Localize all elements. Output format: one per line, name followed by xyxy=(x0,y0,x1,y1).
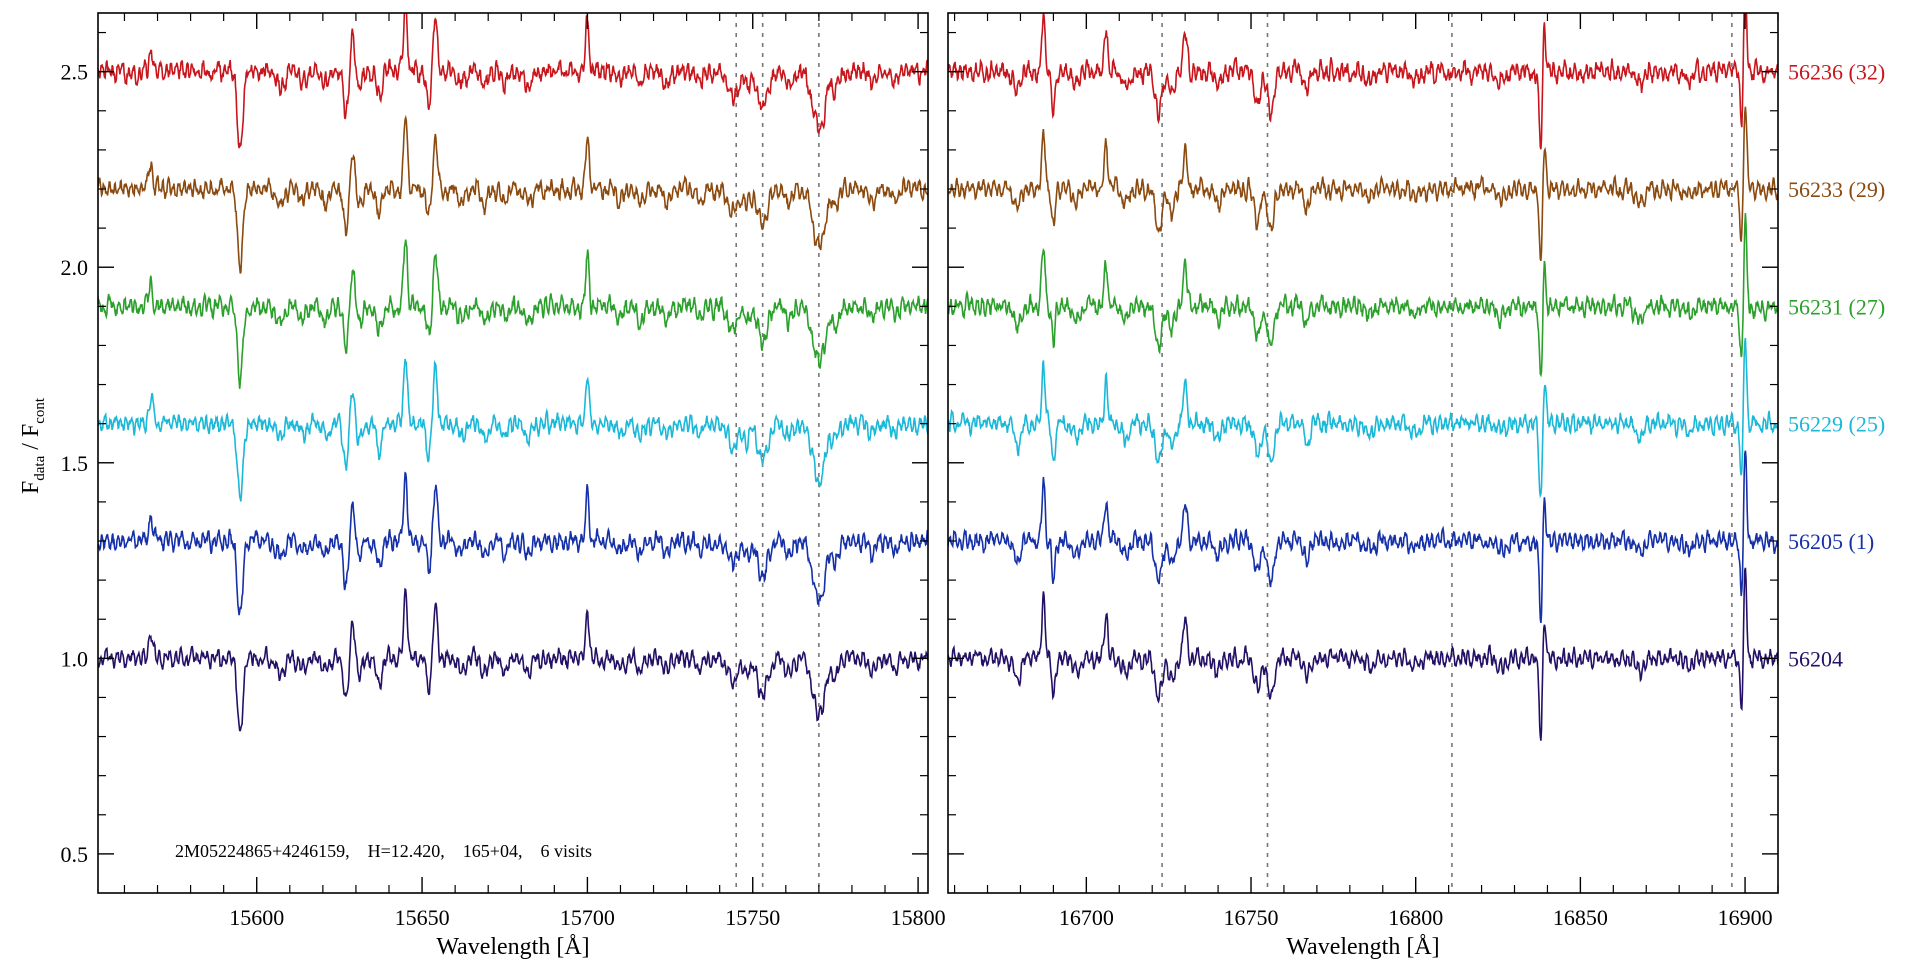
panel-2-x-axis-label: Wavelength [Å] xyxy=(1286,934,1439,960)
panel-1-x-tick-label-4: 15750 xyxy=(725,905,780,930)
panel-2-x-tick-label-4: 16850 xyxy=(1553,905,1608,930)
series-label-56204: 56204 xyxy=(1788,646,1843,671)
y-axis-label: Fdata / Fcont xyxy=(18,397,48,494)
plot-area: 15600 15650 15700 15750 15800 0.5 1.0 1.5 2.0 2.5… xyxy=(61,12,1885,960)
y-tick-label-3: 1.5 xyxy=(61,451,89,476)
y-axis-label-sep: / F xyxy=(18,424,44,456)
spectrum-56233-panel-1 xyxy=(98,114,928,274)
panel-1-series xyxy=(98,13,928,893)
object-annotation: 2M05224865+4246159, H=12.420, 165+04, 6 … xyxy=(175,841,592,861)
y-tick-label-2: 1.0 xyxy=(61,646,89,671)
panel-1-x-axis-label: Wavelength [Å] xyxy=(436,934,589,960)
panel-1-frame xyxy=(97,12,929,894)
panel-1-x-tick-label-5: 15800 xyxy=(891,905,946,930)
panel-2-x-tick-label-2: 16750 xyxy=(1224,905,1279,930)
spectrum-56204-panel-2 xyxy=(948,567,1778,741)
y-tick-label-4: 2.0 xyxy=(61,255,89,280)
spectrum-56229-panel-2 xyxy=(948,337,1778,499)
series-label-56231: 56231 (27) xyxy=(1788,294,1885,319)
series-label-56233: 56233 (29) xyxy=(1788,177,1885,202)
y-axis-label-main: F xyxy=(18,481,44,494)
spectrum-56204-panel-1 xyxy=(98,587,928,732)
panel-2-series xyxy=(948,13,1778,893)
spectrum-56205-panel-2 xyxy=(948,450,1778,624)
panel-1-x-tick-label-2: 15650 xyxy=(395,905,450,930)
panel-2-x-tick-label-1: 16700 xyxy=(1059,905,1114,930)
y-axis-label-sub2: cont xyxy=(32,397,48,424)
series-label-56229: 56229 (25) xyxy=(1788,412,1885,437)
spectrum-56233-panel-2 xyxy=(948,106,1778,262)
spectrum-56229-panel-1 xyxy=(98,358,928,502)
panel-2-x-tick-label-5: 16900 xyxy=(1718,905,1773,930)
panel-1-x-tick-label-1: 15600 xyxy=(229,905,284,930)
panel-2-frame xyxy=(947,12,1779,894)
spectrum-56231-panel-1 xyxy=(98,239,928,389)
series-label-56236: 56236 (32) xyxy=(1788,60,1885,85)
y-tick-label-5: 2.5 xyxy=(61,60,89,85)
panel-1-x-tick-label-3: 15700 xyxy=(560,905,615,930)
y-tick-label-1: 0.5 xyxy=(61,842,89,867)
spectrum-56236-panel-1 xyxy=(98,13,928,149)
spectrum-56205-panel-1 xyxy=(98,471,928,616)
series-label-56205: 56205 (1) xyxy=(1788,529,1874,554)
spectrum-56236-panel-2 xyxy=(948,13,1778,150)
panel-2-x-tick-label-3: 16800 xyxy=(1388,905,1443,930)
y-axis-label-sub1: data xyxy=(32,455,48,480)
spectrum-56231-panel-2 xyxy=(948,213,1778,378)
